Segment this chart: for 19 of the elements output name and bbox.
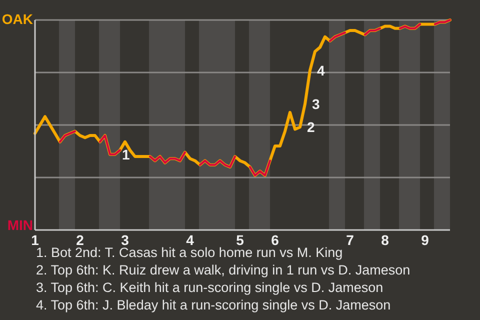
text: 1. Bot 2nd: T. Casas hit a solo home run vs M. King xyxy=(36,245,343,260)
x-tick-label: 5 xyxy=(236,232,244,248)
x-tick-label: 2 xyxy=(76,232,84,248)
text: MIN xyxy=(7,217,33,233)
x-tick-label: 1 xyxy=(31,232,40,248)
text: 4. Top 6th: J. Bleday hit a run-scoring single vs D. Jameson xyxy=(36,298,391,312)
x-tick-label: 6 xyxy=(271,232,280,248)
x-tick-label: 8 xyxy=(381,232,390,248)
text: 2. Top 6th: K. Ruiz drew a walk, driving in 1 run vs D. Jameson xyxy=(36,262,410,278)
annotation: 2 xyxy=(307,119,315,136)
annotation: 4 xyxy=(317,62,325,78)
annotation: 3 xyxy=(312,96,320,112)
x-tick-label: 7 xyxy=(346,232,354,248)
x-tick-label: 3 xyxy=(121,232,130,248)
text: OAK xyxy=(2,11,33,27)
text: 3. Top 6th: C. Keith hit a run-scoring single vs D. Jameson xyxy=(36,280,384,295)
x-tick-label: 9 xyxy=(421,232,430,248)
x-tick-label: 4 xyxy=(186,232,194,248)
annotation: 1 xyxy=(122,146,130,162)
